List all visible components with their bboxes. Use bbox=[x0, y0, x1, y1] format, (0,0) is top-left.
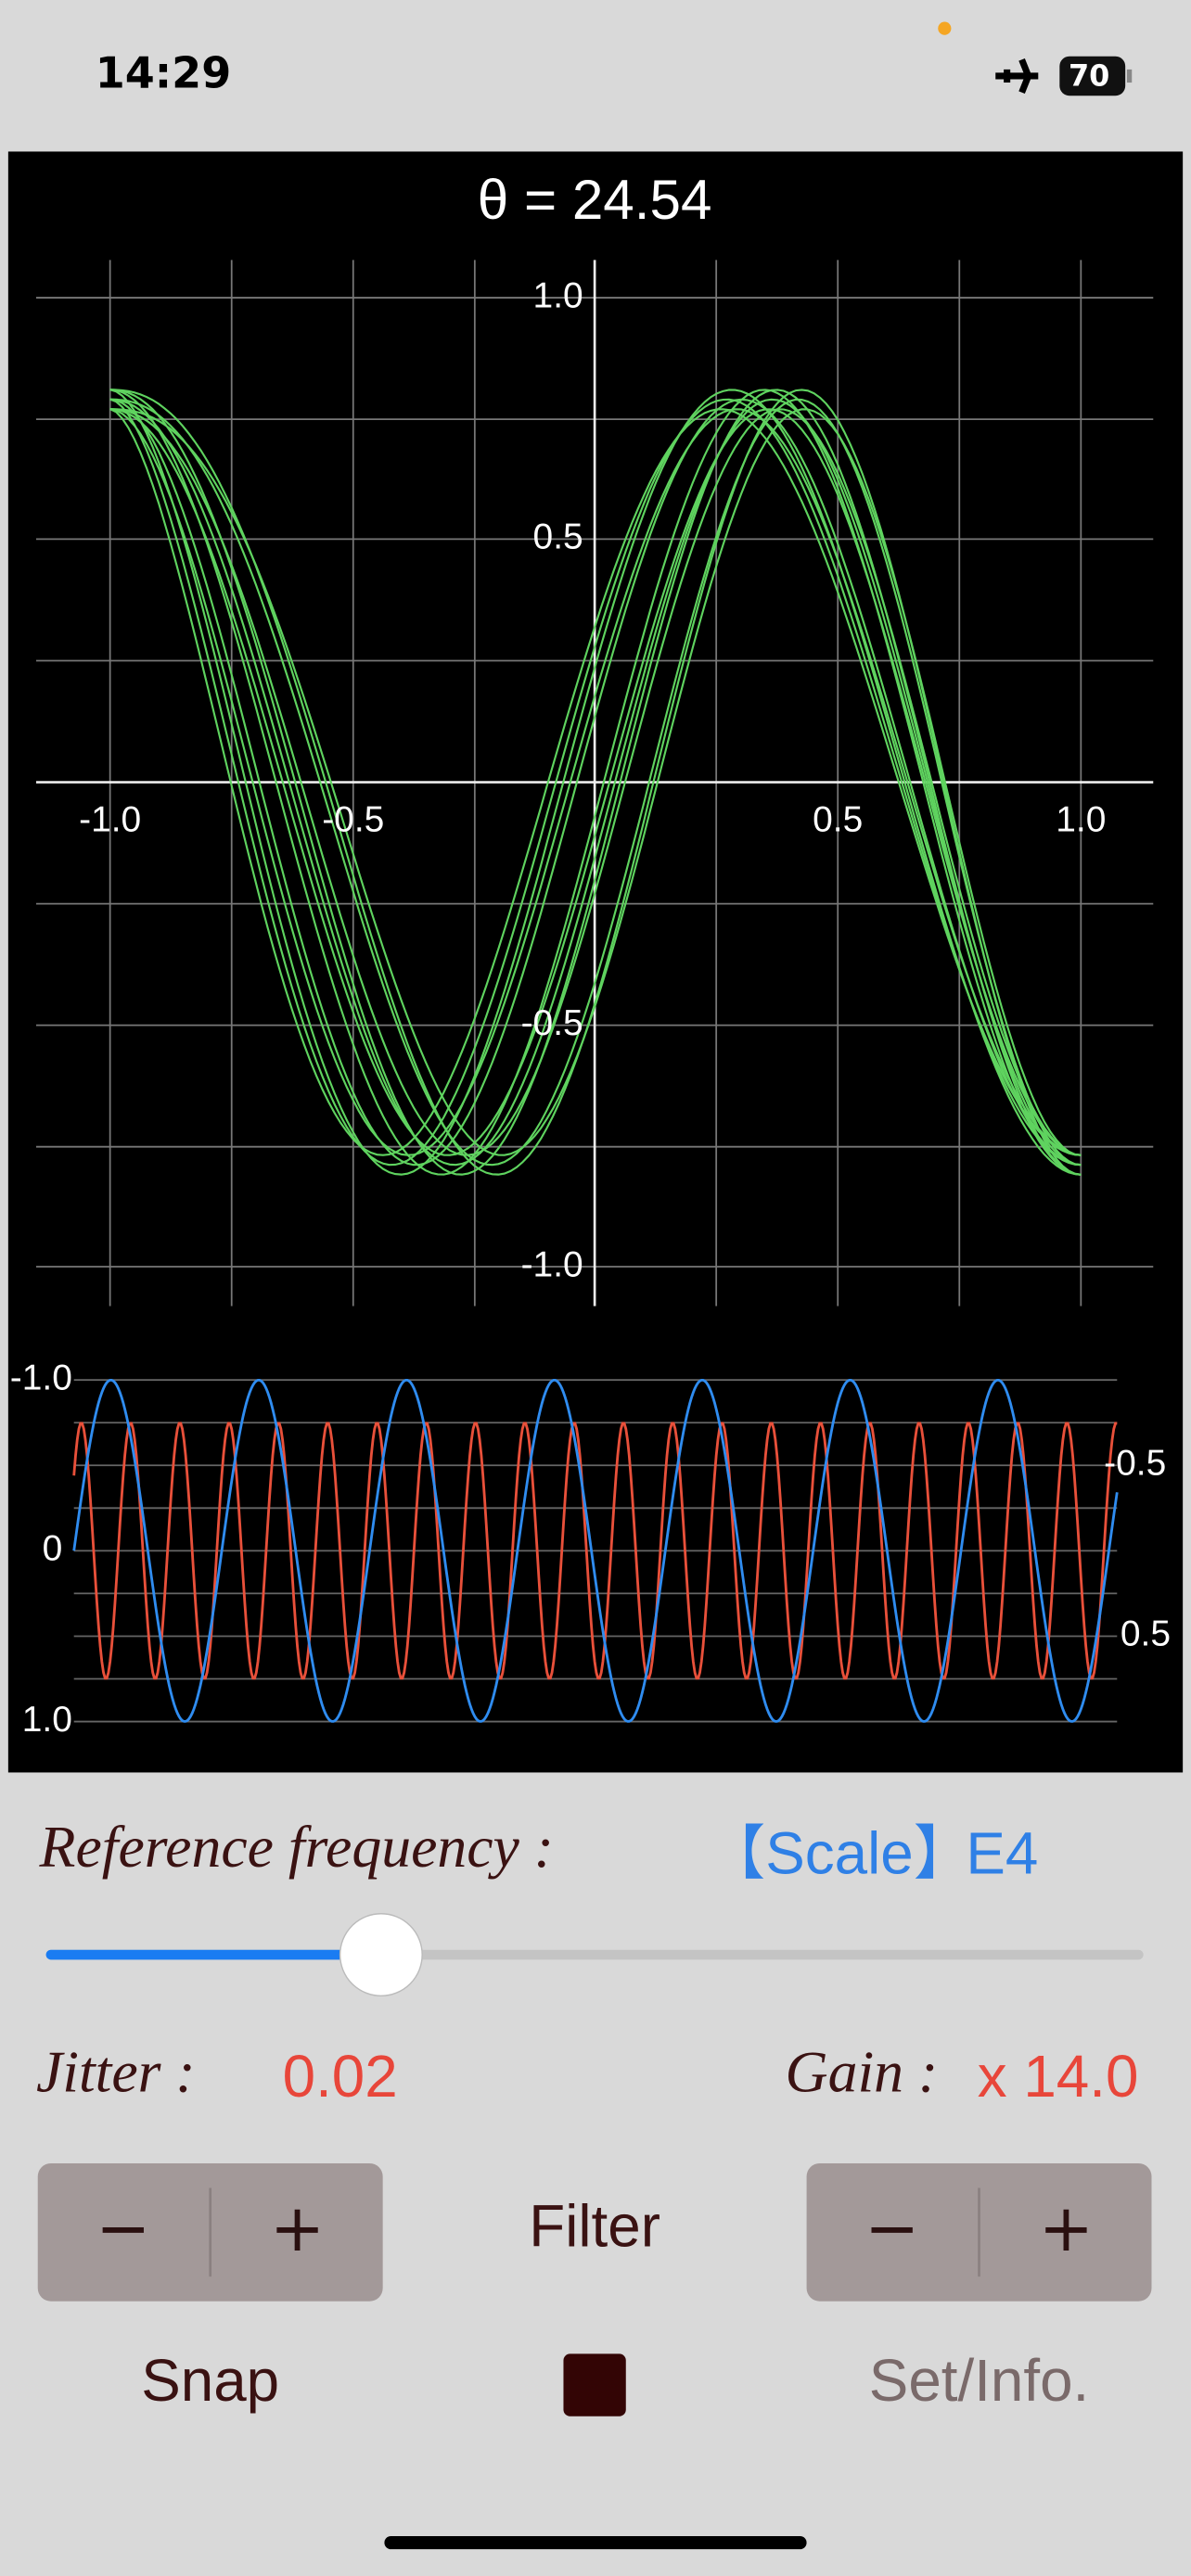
curve bbox=[109, 408, 1082, 1156]
y-label: -0.5 bbox=[521, 1003, 583, 1043]
wave-label: -1.0 bbox=[10, 1358, 72, 1397]
wave-label: 0 bbox=[43, 1529, 63, 1569]
y-label: -1.0 bbox=[521, 1244, 583, 1284]
waveform bbox=[72, 1378, 1119, 1723]
x-label: -0.5 bbox=[322, 799, 384, 839]
gain-label: Gain : bbox=[786, 2038, 939, 2104]
curve bbox=[109, 398, 1082, 1167]
curve bbox=[109, 408, 1082, 1156]
jitter-plus[interactable]: + bbox=[270, 2189, 325, 2266]
wave-label: 0.5 bbox=[1121, 1614, 1171, 1654]
set-info-button[interactable]: Set/Info. bbox=[869, 2347, 1089, 2414]
battery-level: 70 bbox=[1069, 58, 1109, 94]
reference-label: Reference frequency : bbox=[39, 1814, 555, 1880]
plot-title: θ = 24.54 bbox=[478, 168, 712, 231]
privacy-dot bbox=[938, 21, 952, 35]
wave-label: -0.5 bbox=[1104, 1444, 1166, 1484]
curve bbox=[109, 398, 1082, 1167]
filter-button[interactable]: Filter bbox=[529, 2192, 660, 2259]
curve bbox=[109, 408, 1082, 1156]
slider-fill bbox=[45, 1949, 381, 1960]
home-indicator bbox=[384, 2535, 807, 2550]
x-label: 0.5 bbox=[813, 799, 863, 839]
scale-button[interactable]: 【Scale】 bbox=[707, 1819, 973, 1886]
gain-value: x 14.0 bbox=[978, 2043, 1139, 2110]
note-value[interactable]: E4 bbox=[966, 1819, 1038, 1886]
y-label: 0.5 bbox=[533, 517, 583, 557]
gain-plus[interactable]: + bbox=[1039, 2189, 1094, 2266]
x-label: 1.0 bbox=[1056, 799, 1106, 839]
lissajous-curves bbox=[109, 389, 1082, 1176]
curve bbox=[109, 408, 1082, 1156]
y-label: 1.0 bbox=[533, 275, 583, 315]
curve bbox=[109, 389, 1082, 1176]
slider-knob[interactable] bbox=[339, 1913, 423, 1997]
battery bbox=[1059, 56, 1126, 96]
jitter-minus[interactable]: − bbox=[96, 2189, 150, 2266]
curve bbox=[109, 398, 1082, 1167]
jitter-value: 0.02 bbox=[283, 2043, 398, 2110]
waveforms bbox=[72, 1378, 1119, 1723]
airplane-icon bbox=[995, 57, 1039, 95]
curve bbox=[109, 408, 1082, 1156]
waveform bbox=[72, 1422, 1118, 1680]
curve bbox=[109, 389, 1082, 1176]
wave-label: 1.0 bbox=[22, 1700, 72, 1740]
color-swatch[interactable] bbox=[563, 2353, 626, 2417]
curve bbox=[109, 398, 1082, 1167]
jitter-label: Jitter : bbox=[36, 2038, 196, 2104]
curve bbox=[109, 389, 1082, 1176]
status-time: 14:29 bbox=[96, 47, 232, 97]
gain-minus[interactable]: − bbox=[864, 2189, 919, 2266]
x-label: -1.0 bbox=[79, 799, 141, 839]
snap-button[interactable]: Snap bbox=[141, 2347, 279, 2414]
battery-tip bbox=[1126, 69, 1133, 83]
